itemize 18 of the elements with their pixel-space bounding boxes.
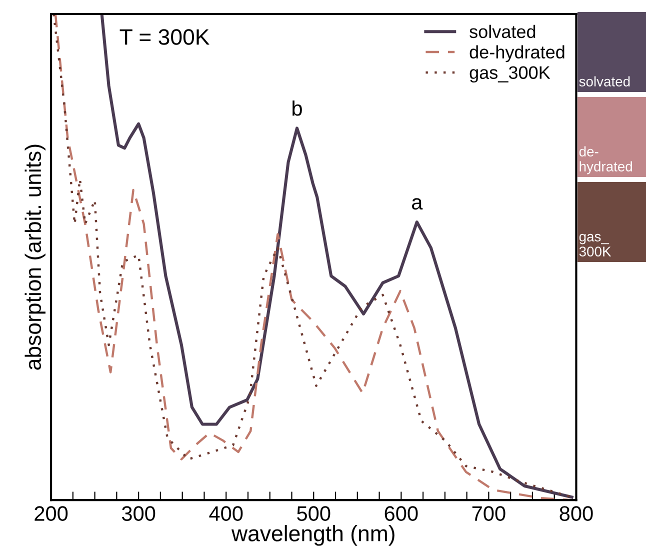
legend-label: solvated [470,24,536,38]
x-tick-label: 300 [122,506,156,521]
text: de- hydrated [579,146,632,174]
text: gas_ 300K [579,234,612,256]
annotation: T = 300K [120,29,210,45]
y-axis-title: absorption (arbit. units) [24,144,46,370]
x-tick-label: 500 [297,506,330,521]
x-tick-label: 200 [34,506,68,521]
x-axis-title: wavelength (nm) [231,525,394,546]
x-tick-label: 600 [384,506,418,521]
annotation: a [412,198,423,210]
text: solvated [579,76,630,86]
legend-label: de-hydrated [470,45,564,62]
x-tick-label: 400 [209,506,243,521]
x-tick-label: 800 [560,506,593,521]
annotation: b [292,100,302,116]
legend-label: gas_300K [470,66,550,83]
x-tick-label: 700 [472,506,506,521]
